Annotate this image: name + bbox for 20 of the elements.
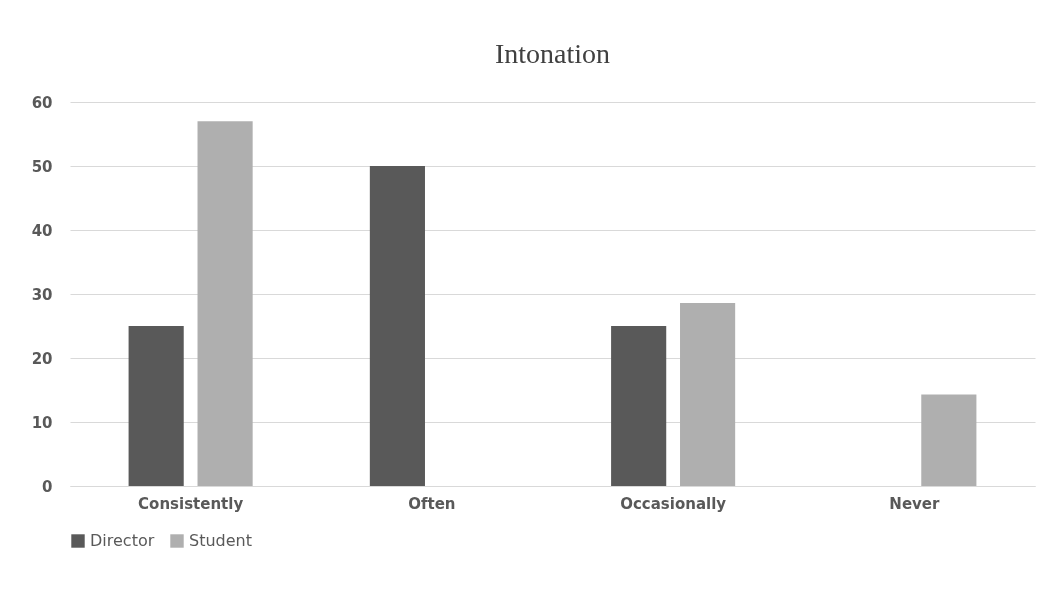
bar — [921, 394, 977, 486]
y-tick-label: 30 — [31, 285, 53, 304]
x-tick-label: Often — [408, 494, 456, 513]
bar — [128, 326, 184, 486]
y-tick-label: 0 — [42, 477, 53, 496]
bar — [197, 121, 253, 486]
bar — [611, 326, 667, 486]
legend-label: Student — [189, 531, 252, 550]
y-tick-label: 50 — [31, 157, 53, 176]
x-tick-label: Consistently — [138, 494, 244, 513]
y-tick-label: 10 — [31, 413, 53, 432]
bar — [369, 166, 425, 486]
legend-label: Director — [90, 531, 155, 550]
x-tick-label: Occasionally — [620, 494, 727, 513]
chart-title: Intonation — [494, 38, 611, 69]
y-tick-label: 60 — [31, 93, 53, 112]
bar — [680, 302, 736, 486]
x-tick-label: Never — [889, 494, 941, 513]
y-tick-label: 40 — [31, 221, 53, 240]
y-tick-label: 20 — [31, 349, 53, 368]
